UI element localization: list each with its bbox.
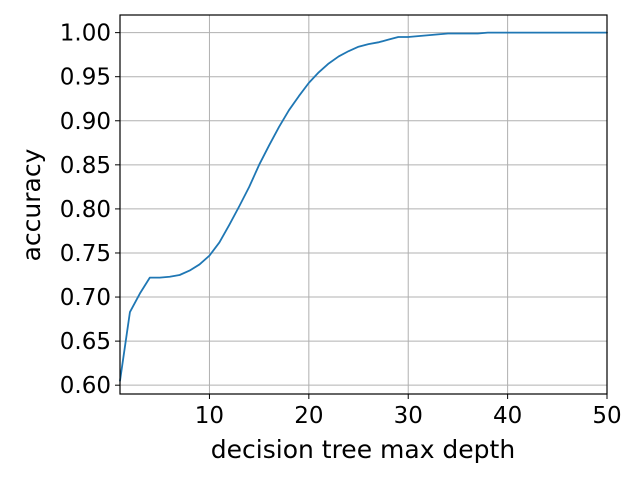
y-tick-label: 0.65 <box>60 329 111 355</box>
y-tick-label: 0.95 <box>60 65 111 91</box>
y-tick-label: 0.60 <box>60 373 111 399</box>
y-tick-label: 0.80 <box>60 197 111 223</box>
series-line <box>119 31 608 382</box>
x-axis-label: decision tree max depth <box>211 435 515 464</box>
y-axis-ticks: 0.60 0.65 0.70 0.75 0.80 0.85 0.90 0.95 1.00 <box>60 21 120 399</box>
plot-frame <box>119 14 608 395</box>
grid <box>120 15 608 394</box>
y-axis-label: accuracy <box>17 148 46 261</box>
y-tick-label: 0.90 <box>60 109 111 135</box>
x-tick-label: 30 <box>394 403 423 429</box>
y-tick-label: 0.70 <box>60 285 111 311</box>
x-tick-label: 10 <box>195 403 224 429</box>
y-tick-label: 0.75 <box>60 241 111 267</box>
x-tick-label: 50 <box>592 403 621 429</box>
x-axis-ticks: 10 20 30 40 50 <box>195 394 622 429</box>
x-tick-label: 20 <box>294 403 323 429</box>
y-tick-label: 1.00 <box>60 21 111 47</box>
y-tick-label: 0.85 <box>60 153 111 179</box>
x-tick-label: 40 <box>493 403 522 429</box>
series-layer <box>119 31 608 382</box>
